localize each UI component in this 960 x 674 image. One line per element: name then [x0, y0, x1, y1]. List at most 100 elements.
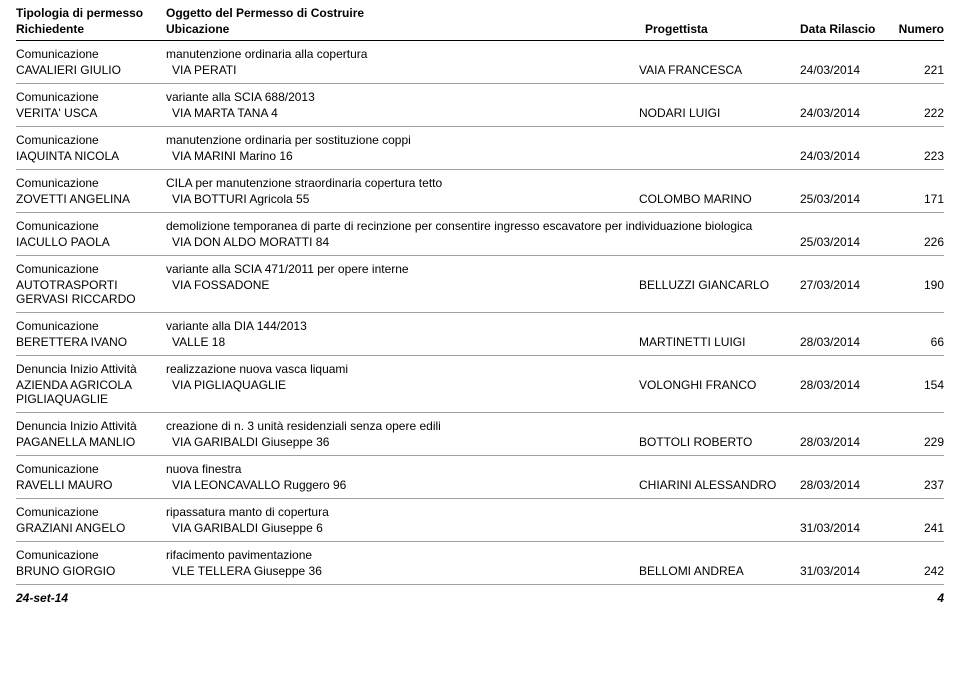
cell-data: 24/03/2014 — [800, 63, 892, 77]
cell-tipologia: Denuncia Inizio Attività — [16, 362, 166, 376]
cell-richiedente: IAQUINTA NICOLA — [16, 149, 172, 163]
cell-oggetto: variante alla DIA 144/2013 — [166, 319, 944, 333]
header-tipologia: Tipologia di permesso — [16, 6, 166, 20]
cell-tipologia: Comunicazione — [16, 262, 166, 276]
cell-tipologia: Comunicazione — [16, 90, 166, 104]
cell-numero: 171 — [892, 192, 944, 206]
record-line-2: RAVELLI MAUROVIA LEONCAVALLO Ruggero 96C… — [16, 478, 944, 499]
record-row: Comunicazionemanutenzione ordinaria per … — [16, 133, 944, 170]
cell-numero: 237 — [892, 478, 944, 492]
cell-data: 31/03/2014 — [800, 521, 892, 535]
record-line-1: Comunicazionerifacimento pavimentazione — [16, 548, 944, 562]
cell-ubicazione: VIA FOSSADONE — [172, 278, 639, 306]
footer-date: 24-set-14 — [16, 591, 68, 605]
record-row: Comunicazionevariante alla DIA 144/2013 B… — [16, 319, 944, 356]
cell-oggetto: manutenzione ordinaria per sostituzione … — [166, 133, 944, 147]
cell-data: 28/03/2014 — [800, 378, 892, 406]
cell-richiedente: IACULLO PAOLA — [16, 235, 172, 249]
cell-oggetto: demolizione temporanea di parte di recin… — [166, 219, 944, 233]
record-line-2: BRUNO GIORGIOVLE TELLERA Giuseppe 36BELL… — [16, 564, 944, 585]
cell-progettista: BOTTOLI ROBERTO — [639, 435, 800, 449]
cell-richiedente: GRAZIANI ANGELO — [16, 521, 172, 535]
cell-numero: 222 — [892, 106, 944, 120]
cell-richiedente: BRUNO GIORGIO — [16, 564, 172, 578]
cell-numero: 221 — [892, 63, 944, 77]
cell-richiedente: VERITA' USCA — [16, 106, 172, 120]
record-line-1: Comunicazionemanutenzione ordinaria alla… — [16, 47, 944, 61]
record-row: Comunicazioneripassatura manto di copert… — [16, 505, 944, 542]
record-line-1: Comunicazionevariante alla DIA 144/2013 — [16, 319, 944, 333]
header-richiedente: Richiedente — [16, 22, 166, 36]
record-line-1: ComunicazioneCILA per manutenzione strao… — [16, 176, 944, 190]
cell-progettista: VAIA FRANCESCA — [639, 63, 800, 77]
record-line-2: AZIENDA AGRICOLA PIGLIAQUAGLIEVIA PIGLIA… — [16, 378, 944, 413]
record-line-2: BERETTERA IVANOVALLE 18MARTINETTI LUIGI2… — [16, 335, 944, 356]
cell-numero: 229 — [892, 435, 944, 449]
records-container: Comunicazionemanutenzione ordinaria alla… — [16, 47, 944, 585]
header-oggetto: Oggetto del Permesso di Costruire — [166, 6, 944, 20]
cell-progettista — [639, 235, 800, 249]
cell-tipologia: Comunicazione — [16, 176, 166, 190]
record-row: Comunicazionedemolizione temporanea di p… — [16, 219, 944, 256]
cell-numero: 241 — [892, 521, 944, 535]
cell-ubicazione: VLE TELLERA Giuseppe 36 — [172, 564, 639, 578]
cell-richiedente: CAVALIERI GIULIO — [16, 63, 172, 77]
cell-ubicazione: VIA PIGLIAQUAGLIE — [172, 378, 639, 406]
record-line-1: Comunicazionemanutenzione ordinaria per … — [16, 133, 944, 147]
cell-progettista: MARTINETTI LUIGI — [639, 335, 800, 349]
cell-tipologia: Comunicazione — [16, 548, 166, 562]
cell-oggetto: CILA per manutenzione straordinaria cope… — [166, 176, 944, 190]
record-line-2: IAQUINTA NICOLAVIA MARINI Marino 1624/03… — [16, 149, 944, 170]
record-line-2: AUTOTRASPORTI GERVASI RICCARDOVIA FOSSAD… — [16, 278, 944, 313]
cell-ubicazione: VIA PERATI — [172, 63, 639, 77]
cell-ubicazione: VIA DON ALDO MORATTI 84 — [172, 235, 639, 249]
cell-data: 24/03/2014 — [800, 106, 892, 120]
cell-progettista: COLOMBO MARINO — [639, 192, 800, 206]
cell-ubicazione: VIA BOTTURI Agricola 55 — [172, 192, 639, 206]
record-row: Comunicazionenuova finestra RAVELLI MAURO… — [16, 462, 944, 499]
cell-oggetto: rifacimento pavimentazione — [166, 548, 944, 562]
cell-richiedente: AUTOTRASPORTI GERVASI RICCARDO — [16, 278, 172, 306]
record-line-2: CAVALIERI GIULIOVIA PERATIVAIA FRANCESCA… — [16, 63, 944, 84]
record-row: Comunicazionevariante alla SCIA 471/2011… — [16, 262, 944, 313]
cell-ubicazione: VALLE 18 — [172, 335, 639, 349]
record-line-1: Denuncia Inizio Attivitàcreazione di n. … — [16, 419, 944, 433]
table-header: Tipologia di permesso Oggetto del Permes… — [16, 6, 944, 41]
cell-progettista: NODARI LUIGI — [639, 106, 800, 120]
header-numero: Numero — [892, 22, 944, 36]
cell-tipologia: Comunicazione — [16, 219, 166, 233]
cell-numero: 226 — [892, 235, 944, 249]
cell-progettista — [639, 521, 800, 535]
cell-richiedente: BERETTERA IVANO — [16, 335, 172, 349]
header-row-2: Richiedente Ubicazione Progettista Data … — [16, 22, 944, 36]
record-line-2: IACULLO PAOLAVIA DON ALDO MORATTI 84 25/0… — [16, 235, 944, 256]
cell-progettista: CHIARINI ALESSANDRO — [639, 478, 800, 492]
header-ubicazione: Ubicazione — [166, 22, 645, 36]
record-row: Denuncia Inizio Attivitàrealizzazione nu… — [16, 362, 944, 413]
cell-data: 25/03/2014 — [800, 235, 892, 249]
cell-data: 25/03/2014 — [800, 192, 892, 206]
cell-progettista — [639, 149, 800, 163]
cell-richiedente: PAGANELLA MANLIO — [16, 435, 172, 449]
cell-data: 27/03/2014 — [800, 278, 892, 306]
cell-richiedente: RAVELLI MAURO — [16, 478, 172, 492]
record-line-2: PAGANELLA MANLIOVIA GARIBALDI Giuseppe 3… — [16, 435, 944, 456]
header-row-1: Tipologia di permesso Oggetto del Permes… — [16, 6, 944, 20]
cell-data: 24/03/2014 — [800, 149, 892, 163]
cell-oggetto: variante alla SCIA 471/2011 per opere in… — [166, 262, 944, 276]
cell-numero: 190 — [892, 278, 944, 306]
cell-tipologia: Comunicazione — [16, 47, 166, 61]
cell-oggetto: ripassatura manto di copertura — [166, 505, 944, 519]
record-row: Denuncia Inizio Attivitàcreazione di n. … — [16, 419, 944, 456]
page-footer: 24-set-14 4 — [16, 591, 944, 605]
record-row: Comunicazionemanutenzione ordinaria alla… — [16, 47, 944, 84]
cell-tipologia: Comunicazione — [16, 462, 166, 476]
record-line-1: Comunicazioneripassatura manto di copert… — [16, 505, 944, 519]
cell-richiedente: ZOVETTI ANGELINA — [16, 192, 172, 206]
cell-data: 31/03/2014 — [800, 564, 892, 578]
cell-data: 28/03/2014 — [800, 335, 892, 349]
page-container: Tipologia di permesso Oggetto del Permes… — [0, 0, 960, 613]
cell-oggetto: nuova finestra — [166, 462, 944, 476]
cell-oggetto: creazione di n. 3 unità residenziali sen… — [166, 419, 944, 433]
cell-tipologia: Denuncia Inizio Attività — [16, 419, 166, 433]
